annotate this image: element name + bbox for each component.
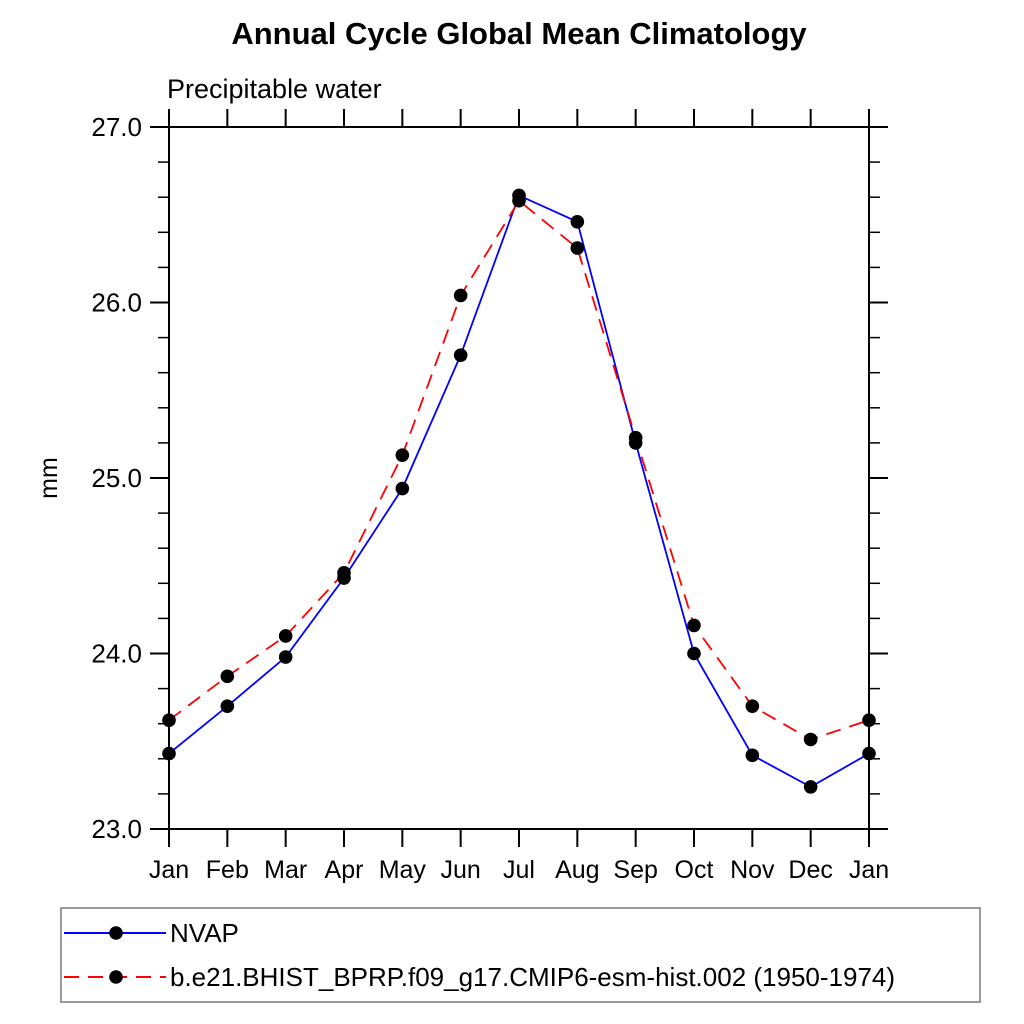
plot-area: Jan Feb Mar Apr May Jun Jul Aug Sep Oct Nov Dec Jan2…	[91, 109, 889, 884]
series-1-marker-Jun	[453, 288, 468, 303]
series-1-marker-Jul	[512, 193, 526, 208]
x-tick-label: Dec	[788, 856, 832, 884]
series-line-0	[168, 194, 870, 788]
series-1-marker-Jan	[862, 713, 876, 727]
plot-frame	[168, 126, 870, 830]
y-tick-label: 23.0	[91, 814, 142, 844]
x-tick-label: Jul	[503, 856, 535, 884]
series-1-marker-Oct	[687, 618, 701, 633]
series-0-marker-May	[395, 481, 410, 496]
series-0-marker-Nov	[745, 748, 760, 763]
series-1-marker-Dec	[803, 732, 818, 747]
series-line-1	[168, 199, 870, 741]
x-tick-label: Jun	[441, 856, 481, 884]
legend-marker-model	[109, 970, 123, 984]
x-tick-label: Sep	[613, 856, 657, 884]
legend-marker-nvap	[109, 926, 123, 940]
series-1-marker-Jan	[162, 713, 176, 727]
x-tick-label: Oct	[675, 856, 714, 884]
y-axis-label: mm	[35, 457, 63, 499]
y-tick-label: 25.0	[91, 463, 142, 493]
series-0-marker-Oct	[687, 646, 701, 661]
chart-title: Annual Cycle Global Mean Climatology	[231, 16, 807, 51]
legend-label-nvap: NVAP	[170, 918, 239, 948]
series-1-marker-Nov	[745, 699, 760, 713]
y-tick-label: 24.0	[91, 639, 142, 669]
x-tick-label: Nov	[730, 856, 775, 884]
series-0-marker-Jun	[453, 348, 468, 362]
x-tick-label: Mar	[264, 856, 307, 884]
x-tick-label: Feb	[206, 856, 249, 884]
y-tick-label: 27.0	[91, 112, 142, 142]
legend-box	[60, 907, 981, 1003]
series-0-marker-Aug	[570, 214, 585, 229]
series-0-marker-Feb	[220, 699, 235, 713]
series-1-marker-Feb	[220, 669, 235, 684]
x-tick-label: May	[379, 856, 427, 884]
series-1-marker-May	[395, 448, 410, 462]
legend-label-model: b.e21.BHIST_BPRP.f09_g17.CMIP6-esm-hist.…	[170, 962, 895, 992]
x-tick-label: Apr	[325, 856, 364, 884]
series-1-marker-Sep	[628, 430, 643, 445]
x-tick-label: Jan	[149, 856, 189, 884]
series-0-marker-Jan	[862, 746, 876, 761]
series-0-marker-Mar	[278, 650, 293, 664]
series-1-marker-Aug	[570, 241, 585, 255]
legend: NVAP b.e21.BHIST_BPRP.f09_g17.CMIP6-esm-…	[60, 907, 981, 1003]
series-1-marker-Mar	[278, 629, 293, 643]
x-tick-label: Aug	[555, 856, 599, 884]
series-0-marker-Jan	[162, 746, 176, 761]
series-0-marker-Dec	[803, 780, 818, 794]
y-tick-label: 26.0	[91, 288, 142, 318]
x-tick-label: Jan	[849, 856, 889, 884]
chart-subtitle: Precipitable water	[167, 74, 382, 104]
series-1-marker-Apr	[337, 565, 351, 580]
